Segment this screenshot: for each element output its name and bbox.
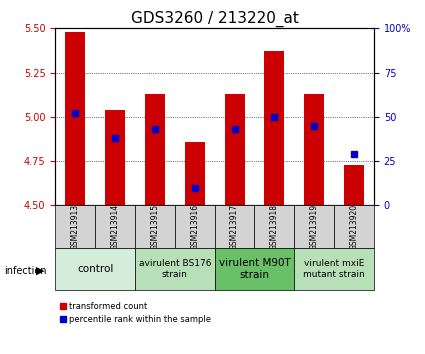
Bar bbox=[65, 32, 85, 205]
Text: GSM213914: GSM213914 bbox=[110, 204, 119, 250]
FancyBboxPatch shape bbox=[215, 248, 294, 290]
FancyBboxPatch shape bbox=[135, 248, 215, 290]
Text: ▶: ▶ bbox=[36, 266, 45, 276]
Bar bbox=[185, 142, 205, 205]
FancyBboxPatch shape bbox=[55, 205, 95, 248]
Bar bbox=[145, 94, 165, 205]
FancyBboxPatch shape bbox=[95, 205, 135, 248]
Text: infection: infection bbox=[4, 266, 47, 276]
Title: GDS3260 / 213220_at: GDS3260 / 213220_at bbox=[130, 11, 298, 27]
FancyBboxPatch shape bbox=[135, 205, 175, 248]
FancyBboxPatch shape bbox=[294, 248, 374, 290]
Text: GSM213915: GSM213915 bbox=[150, 204, 159, 250]
Text: GSM213919: GSM213919 bbox=[310, 204, 319, 250]
Text: virulent mxiE
mutant strain: virulent mxiE mutant strain bbox=[303, 259, 365, 279]
Bar bbox=[105, 110, 125, 205]
Text: GSM213913: GSM213913 bbox=[71, 204, 79, 250]
FancyBboxPatch shape bbox=[55, 248, 135, 290]
Text: virulent M90T
strain: virulent M90T strain bbox=[218, 258, 290, 280]
FancyBboxPatch shape bbox=[294, 205, 334, 248]
Text: GSM213920: GSM213920 bbox=[350, 204, 359, 250]
FancyBboxPatch shape bbox=[215, 205, 255, 248]
Text: avirulent BS176
strain: avirulent BS176 strain bbox=[139, 259, 211, 279]
Bar bbox=[224, 94, 244, 205]
Text: GSM213917: GSM213917 bbox=[230, 204, 239, 250]
Legend: transformed count, percentile rank within the sample: transformed count, percentile rank withi… bbox=[60, 302, 211, 324]
Text: control: control bbox=[77, 264, 113, 274]
FancyBboxPatch shape bbox=[334, 205, 374, 248]
Bar bbox=[344, 165, 364, 205]
FancyBboxPatch shape bbox=[255, 205, 294, 248]
Text: GSM213916: GSM213916 bbox=[190, 204, 199, 250]
Bar bbox=[264, 51, 284, 205]
Bar bbox=[304, 94, 324, 205]
Text: GSM213918: GSM213918 bbox=[270, 204, 279, 250]
FancyBboxPatch shape bbox=[175, 205, 215, 248]
